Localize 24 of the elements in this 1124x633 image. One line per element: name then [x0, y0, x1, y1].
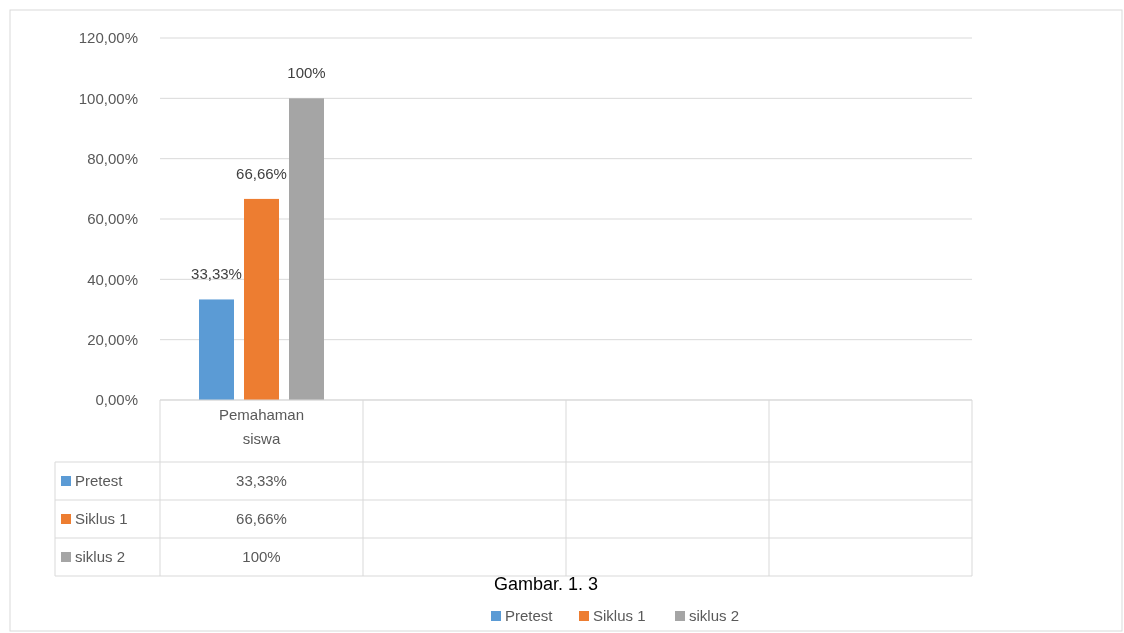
y-tick-label: 60,00% — [87, 210, 138, 228]
text: siklus 2 — [689, 607, 740, 625]
y-tick-label: 40,00% — [87, 270, 138, 288]
bar — [199, 299, 234, 400]
bar — [244, 198, 279, 400]
y-tick-label: 0,00% — [95, 391, 138, 409]
legend-label: siklus 2 — [75, 548, 126, 566]
y-tick-label: 120,00% — [78, 29, 138, 47]
text: Siklus 1 — [593, 607, 646, 625]
text: 33,33% — [236, 472, 287, 490]
y-tick-label: 100,00% — [78, 89, 138, 107]
data-label: 100% — [287, 64, 326, 82]
legend-label: Pretest — [75, 472, 124, 490]
legend-label: Siklus 1 — [75, 510, 128, 528]
y-tick-label: 20,00% — [87, 330, 138, 348]
text: 100% — [242, 548, 281, 566]
y-tick-label: 80,00% — [87, 149, 138, 167]
data-label: 33,33% — [191, 265, 242, 283]
x-tick-label: Pemahaman siswa — [218, 406, 305, 447]
bar — [289, 98, 324, 400]
data-label: 66,66% — [236, 164, 287, 182]
text: Pretest — [505, 607, 553, 625]
text: 66,66% — [236, 510, 287, 528]
text: Gambar. 1. 3 — [493, 574, 599, 594]
